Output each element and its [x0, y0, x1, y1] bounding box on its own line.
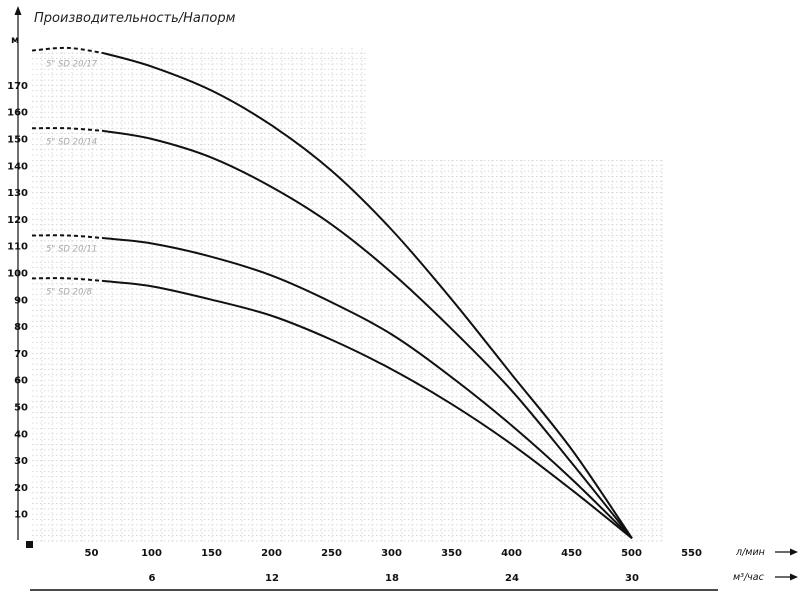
series-4-dashed-line	[31, 277, 105, 283]
y-axis-arrow-icon	[14, 6, 22, 15]
y-tick-label: 50	[14, 403, 28, 414]
x-axis-unit-label: л/мин	[735, 547, 765, 558]
y-tick-label: 100	[7, 269, 28, 280]
y-tick-label: 140	[7, 161, 28, 172]
series-3-dashed-line	[31, 234, 105, 240]
x2-tick-label: 30	[625, 573, 639, 584]
x-axis-arrow-icon	[775, 548, 798, 556]
y-tick-label: 110	[7, 242, 28, 253]
y-axis-label: м	[11, 35, 19, 46]
y-tick-label: 150	[7, 135, 28, 146]
x2-axis-unit-label: м³/час	[733, 572, 765, 583]
y-tick-label: 20	[14, 483, 28, 494]
x-tick-label: 450	[561, 548, 582, 559]
y-axis	[14, 6, 22, 540]
x2-tick-label: 24	[505, 573, 519, 584]
y-tick-label: 170	[7, 81, 28, 92]
y-tick-label: 70	[14, 349, 28, 360]
x2-tick-label: 12	[265, 573, 279, 584]
series-1-dashed-line	[31, 46, 105, 55]
x-tick-label: 150	[201, 548, 222, 559]
y-tick-label: 30	[14, 456, 28, 467]
y-tick-label: 160	[7, 108, 28, 119]
series-3-line	[103, 237, 633, 540]
x2-axis-arrow-icon	[775, 573, 798, 581]
origin-marker	[26, 541, 33, 548]
y-tick-label: 130	[7, 188, 28, 199]
series-3-label: 5" SD 20/11	[46, 244, 97, 254]
series-2-dashed-line	[31, 127, 105, 132]
x2-tick-labels: 6 12 18 24 30	[149, 573, 639, 584]
x-tick-label: 50	[85, 548, 99, 559]
x-tick-label: 200	[261, 548, 282, 559]
x-tick-label: 100	[141, 548, 162, 559]
x-tick-label: 500	[621, 548, 642, 559]
series-4-label: 5" SD 20/8	[46, 287, 92, 297]
y-tick-labels: 10 20 30 40 50 60 70 80 90 100 110 120 130 140 150 160 1…	[7, 81, 28, 521]
series-4-line	[103, 280, 633, 540]
x-tick-label: 350	[441, 548, 462, 559]
series-2-label: 5" SD 20/14	[46, 137, 97, 147]
x2-tick-label: 18	[385, 573, 399, 584]
chart-title: Производительность/Напорм	[34, 11, 236, 26]
y-tick-label: 80	[14, 322, 28, 333]
x2-tick-label: 6	[149, 573, 156, 584]
x-tick-label: 300	[381, 548, 402, 559]
y-tick-label: 10	[14, 510, 28, 521]
y-tick-label: 90	[14, 295, 28, 306]
chart-series	[31, 46, 633, 540]
y-tick-label: 120	[7, 215, 28, 226]
x-tick-label: 250	[321, 548, 342, 559]
x-tick-label: 400	[501, 548, 522, 559]
x-tick-labels: 50 100 150 200 250 300 350 400 450 500 550	[85, 548, 702, 559]
series-1-label: 5" SD 20/17	[46, 60, 98, 70]
y-tick-label: 40	[14, 429, 28, 440]
series-labels: 5" SD 20/17 5" SD 20/14 5" SD 20/11 5" SD 2…	[46, 60, 98, 298]
chart-grid	[32, 48, 664, 542]
series-2-line	[103, 129, 633, 539]
x-tick-label: 550	[681, 548, 702, 559]
series-1-line	[103, 52, 633, 539]
y-tick-label: 60	[14, 376, 28, 387]
